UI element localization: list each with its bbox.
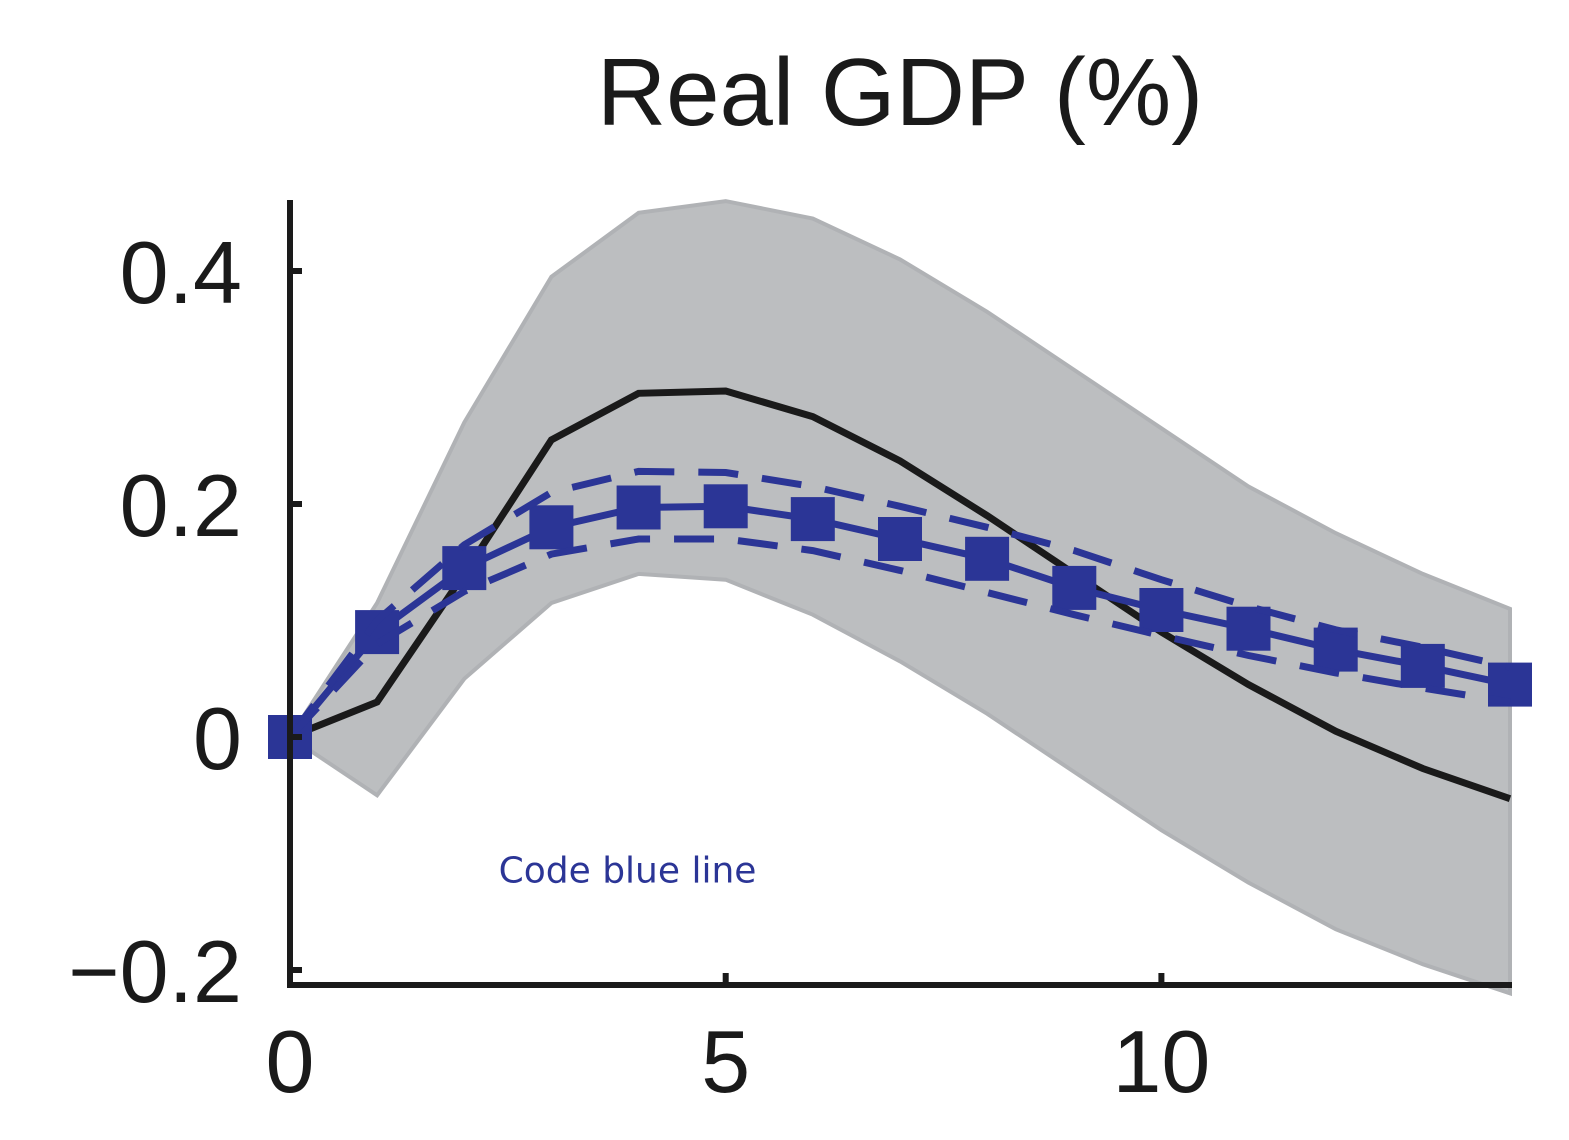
axes: −0.200.20.40 5 10	[68, 200, 1512, 1111]
y-tick-label: 0.4	[120, 223, 242, 322]
series-line-4	[287, 535, 1511, 740]
series-marker	[529, 505, 574, 550]
confidence-band	[287, 199, 1512, 997]
series-line-3	[287, 467, 1511, 740]
y-tick-label: 0	[193, 689, 242, 788]
series-marker	[1052, 565, 1097, 610]
plot-area	[268, 199, 1532, 997]
chart-title: Real GDP (%)	[597, 39, 1203, 146]
series-marker	[878, 517, 922, 561]
series-marker	[442, 546, 487, 591]
x-tick-label: 0	[266, 1012, 315, 1111]
x-tick-label: 5	[701, 1012, 750, 1111]
series-marker	[1400, 643, 1445, 688]
series-marker	[965, 536, 1010, 581]
series-marker	[703, 484, 748, 529]
annotation-text: Code blue line	[499, 851, 757, 892]
x-tick-label: 10	[1112, 1012, 1210, 1111]
y-tick-label: 0.2	[120, 456, 242, 555]
series-marker	[1139, 588, 1184, 632]
y-tick-label: −0.2	[68, 922, 242, 1021]
series-marker	[616, 485, 661, 530]
series-marker	[790, 497, 835, 542]
